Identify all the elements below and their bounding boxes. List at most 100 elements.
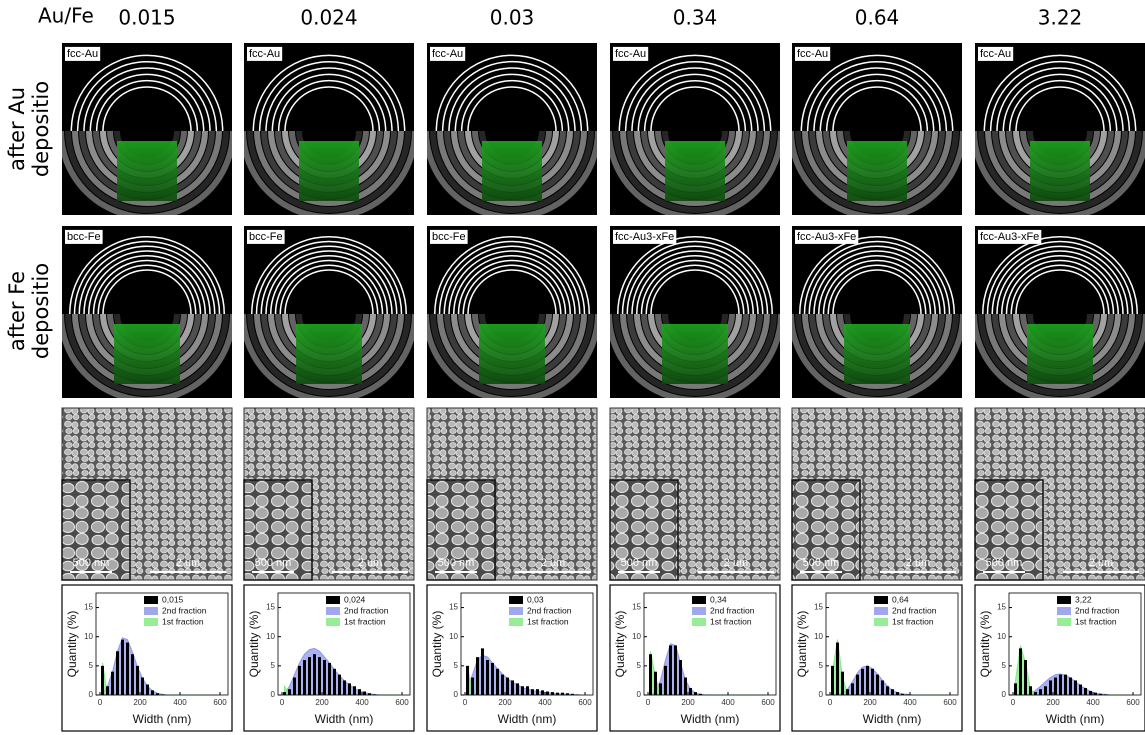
ring-index [279, 264, 379, 315]
hist-bar [288, 689, 291, 695]
ring-sim [430, 313, 594, 396]
ring-sim [437, 313, 587, 389]
y-axis-label: Quantity (%) [978, 611, 992, 678]
ring-index [73, 240, 221, 315]
scale-label: 500 nm [255, 557, 292, 569]
ring-sim [247, 130, 411, 213]
ring-sim [240, 313, 418, 403]
row-label-line: after Fe [5, 271, 29, 351]
y-tick-label: 5 [271, 661, 276, 670]
x-tick-label: 200 [681, 698, 695, 707]
ring-index [636, 255, 754, 315]
row-label-line: depositio [29, 263, 53, 359]
ring-index [284, 86, 374, 132]
hist-bar [141, 677, 144, 695]
ring-index [251, 236, 407, 315]
ring-sim [620, 313, 770, 389]
ring-sim [606, 130, 784, 220]
phase-label-bg [978, 46, 1014, 61]
phase-label: fcc-Au [432, 48, 463, 60]
hist-bar [851, 683, 854, 695]
sem-inset [243, 479, 313, 581]
diffraction-panel: fcc-Au3-xFe [606, 226, 784, 403]
diffraction-panel: bcc-Fe [423, 226, 601, 403]
hist-bar [156, 693, 159, 695]
hist-bar [1089, 690, 1092, 695]
sem-panel: 500 nm 2 um [243, 407, 415, 581]
scale-label: 2 um [906, 557, 930, 569]
ring-index [996, 67, 1124, 132]
legend-label: 3,22 [1075, 594, 1092, 604]
hist-bar [901, 693, 904, 695]
legend-swatch [692, 607, 706, 615]
hist-bar [541, 690, 544, 695]
x-tick-label: 0 [98, 698, 103, 707]
x-tick-label: 600 [1126, 698, 1140, 707]
hist-bar [841, 671, 844, 695]
ring-index [982, 236, 1138, 315]
hist-bar [1034, 692, 1037, 695]
hist-bar [348, 683, 351, 695]
ring-index [643, 80, 747, 132]
legend-label: 1st fraction [710, 616, 752, 626]
y-tick-label: 10 [997, 632, 1006, 641]
ring-sim [795, 130, 959, 213]
y-tick-label: 15 [266, 603, 275, 612]
ring-index [799, 236, 955, 315]
hist-bar [649, 654, 652, 695]
phase-label-bg [978, 229, 1042, 244]
hist-bar [471, 677, 474, 695]
hist-bar [659, 683, 662, 695]
ring-index [453, 255, 571, 315]
sem-inset [609, 479, 679, 581]
hist-bar [1084, 688, 1087, 695]
y-tick-label: 0 [819, 690, 824, 699]
ring-sim [423, 313, 601, 403]
x-tick-label: 0 [280, 698, 285, 707]
plot-frame [643, 592, 777, 696]
ring-index [640, 259, 750, 315]
y-tick-label: 5 [89, 661, 94, 670]
legend-swatch [509, 618, 523, 626]
ratio-label: 0.34 [673, 6, 718, 30]
ring-sim [58, 313, 236, 403]
hist-bar [313, 654, 316, 695]
y-axis-label: Quantity (%) [795, 611, 809, 678]
sem-panel: 500 nm 2 um [609, 407, 781, 581]
ring-sim [606, 313, 784, 403]
ring-index [467, 86, 557, 132]
ring-index [102, 86, 192, 132]
phase-label: fcc-Au [615, 48, 646, 60]
hist-bar [699, 693, 702, 695]
phase-label-bg [247, 229, 285, 244]
hist-bar [283, 692, 286, 695]
ring-index [617, 236, 773, 315]
hist-bar [551, 692, 554, 695]
ring-sim [247, 313, 411, 396]
ring-index [78, 245, 216, 315]
hist-bar [1099, 693, 1102, 695]
ring-index [1015, 269, 1105, 315]
hist-bar [131, 654, 134, 695]
phase-label: fcc-Au3-xFe [980, 231, 1039, 243]
y-tick-label: 10 [449, 632, 458, 641]
legend-label: 2nd fraction [162, 605, 207, 615]
hist-bar [303, 660, 306, 695]
y-tick-label: 15 [449, 603, 458, 612]
hist-bar [328, 662, 331, 695]
x-tick-label: 200 [1046, 698, 1060, 707]
y-tick-label: 10 [84, 632, 93, 641]
hist-bar [1074, 680, 1077, 695]
phase-label: fcc-Au3-xFe [797, 231, 856, 243]
ring-sim [788, 130, 966, 220]
rheed-inset [479, 324, 545, 384]
ring-index [983, 54, 1137, 132]
hist-bar [1059, 674, 1062, 695]
legend-swatch [874, 618, 888, 626]
hist-bar [496, 668, 499, 695]
ring-index [252, 54, 406, 132]
ring-index [624, 61, 766, 132]
ring-sim [72, 313, 222, 389]
ring-index [83, 67, 211, 132]
ring-index [1008, 80, 1112, 132]
